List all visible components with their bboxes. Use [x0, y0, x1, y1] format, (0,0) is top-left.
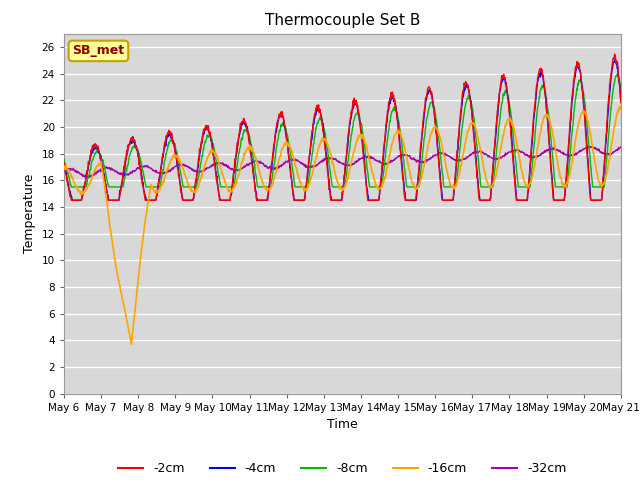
Y-axis label: Temperature: Temperature [23, 174, 36, 253]
Text: SB_met: SB_met [72, 44, 124, 58]
X-axis label: Time: Time [327, 418, 358, 431]
Legend: -2cm, -4cm, -8cm, -16cm, -32cm: -2cm, -4cm, -8cm, -16cm, -32cm [113, 457, 572, 480]
Title: Thermocouple Set B: Thermocouple Set B [265, 13, 420, 28]
